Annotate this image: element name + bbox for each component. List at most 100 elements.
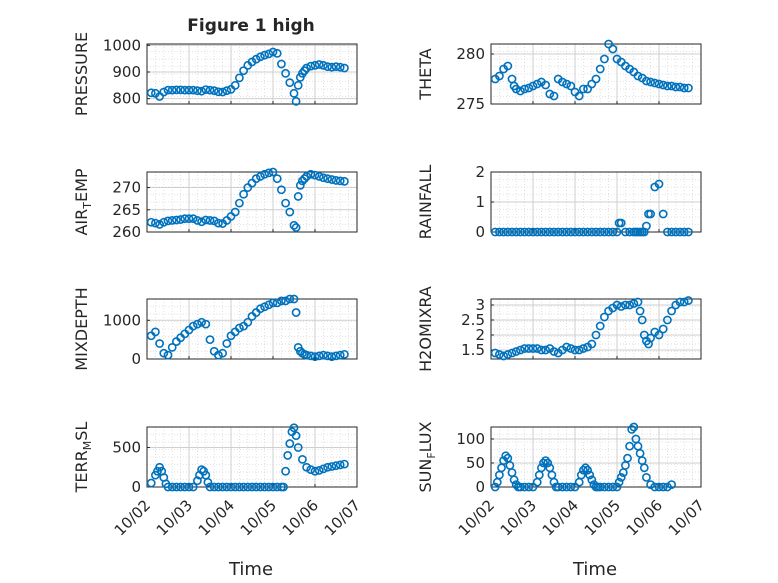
data-point xyxy=(339,176,349,186)
data-point xyxy=(566,482,576,492)
data-point xyxy=(675,227,685,237)
data-point xyxy=(520,84,529,94)
data-point xyxy=(155,339,164,348)
data-point xyxy=(197,465,206,475)
data-point xyxy=(621,300,630,310)
data-point xyxy=(524,227,534,237)
data-point xyxy=(591,74,601,84)
data-point xyxy=(511,84,521,94)
data-point xyxy=(180,482,190,492)
data-point xyxy=(579,465,588,475)
data-point xyxy=(213,350,223,360)
data-point xyxy=(625,300,634,310)
data-point xyxy=(528,81,538,91)
data-point xyxy=(658,482,668,492)
data-point xyxy=(684,296,693,305)
data-point xyxy=(159,87,169,97)
data-point xyxy=(234,482,244,492)
data-point xyxy=(595,227,605,237)
data-point xyxy=(167,482,177,492)
data-point xyxy=(314,351,324,361)
data-point xyxy=(323,462,332,472)
data-point xyxy=(549,227,559,237)
axes-box xyxy=(146,298,358,360)
data-point xyxy=(490,227,500,237)
y-tick-label: 900 xyxy=(112,63,141,81)
data-point xyxy=(587,475,597,485)
data-point xyxy=(260,169,269,179)
data-point xyxy=(501,451,511,461)
data-point xyxy=(155,220,164,229)
data-point xyxy=(276,296,286,306)
data-point xyxy=(318,173,328,183)
data-point xyxy=(323,174,332,184)
data-point xyxy=(255,304,265,314)
data-point xyxy=(209,86,219,96)
data-point xyxy=(243,482,253,492)
data-point xyxy=(642,221,651,231)
data-point xyxy=(646,333,655,343)
data-point xyxy=(566,344,576,353)
data-point xyxy=(205,216,215,225)
data-point xyxy=(583,84,592,94)
data-point xyxy=(218,348,227,358)
data-point xyxy=(335,350,345,360)
data-point xyxy=(621,227,630,237)
data-point xyxy=(654,179,664,189)
data-point xyxy=(260,302,269,312)
data-point xyxy=(297,454,307,464)
data-point xyxy=(285,78,295,88)
data-point xyxy=(209,482,219,492)
data-point xyxy=(239,66,248,76)
data-point xyxy=(281,296,290,306)
data-point xyxy=(537,227,546,237)
axes-box xyxy=(146,43,358,105)
data-point xyxy=(663,81,672,91)
data-point xyxy=(276,185,286,195)
data-point xyxy=(255,172,265,181)
data-point xyxy=(272,298,282,308)
data-point xyxy=(318,464,328,474)
data-point xyxy=(230,482,240,492)
data-point xyxy=(188,85,198,95)
data-point xyxy=(310,352,320,362)
data-point xyxy=(537,463,546,473)
data-point xyxy=(281,68,290,78)
data-point xyxy=(612,227,622,237)
data-point xyxy=(335,460,345,470)
subplot-6: 1.522.53 H2OMIXRA xyxy=(416,286,702,372)
subplot-3: 260 265 270 AIRTEMP xyxy=(72,167,358,241)
data-point xyxy=(600,54,609,64)
data-point xyxy=(612,300,622,310)
data-point xyxy=(234,198,244,208)
data-point xyxy=(591,227,601,237)
y-axis-label: SUNFLUX xyxy=(416,421,438,492)
data-point xyxy=(260,50,269,60)
data-point xyxy=(327,62,337,72)
data-point xyxy=(314,60,324,69)
data-point xyxy=(293,80,303,90)
data-point xyxy=(494,350,504,359)
data-point xyxy=(616,218,626,228)
data-point xyxy=(291,431,301,441)
data-point xyxy=(541,345,550,355)
y-axis-label: RAINFALL xyxy=(416,165,435,240)
data-point xyxy=(289,423,299,433)
data-point xyxy=(205,482,215,492)
data-point xyxy=(528,344,538,353)
data-point xyxy=(587,339,597,349)
data-point xyxy=(499,351,508,361)
y-axis-label: MIXDEPTH xyxy=(72,287,91,370)
data-point xyxy=(167,342,177,352)
data-point xyxy=(306,351,316,361)
data-point xyxy=(616,472,626,482)
data-point xyxy=(264,49,274,59)
data-point xyxy=(516,227,525,237)
y-tick-label: 2 xyxy=(475,326,485,344)
data-point xyxy=(285,207,295,217)
data-point xyxy=(684,83,693,93)
data-point xyxy=(524,482,534,492)
y-tick-label: 3 xyxy=(475,296,485,314)
data-point xyxy=(566,227,576,237)
